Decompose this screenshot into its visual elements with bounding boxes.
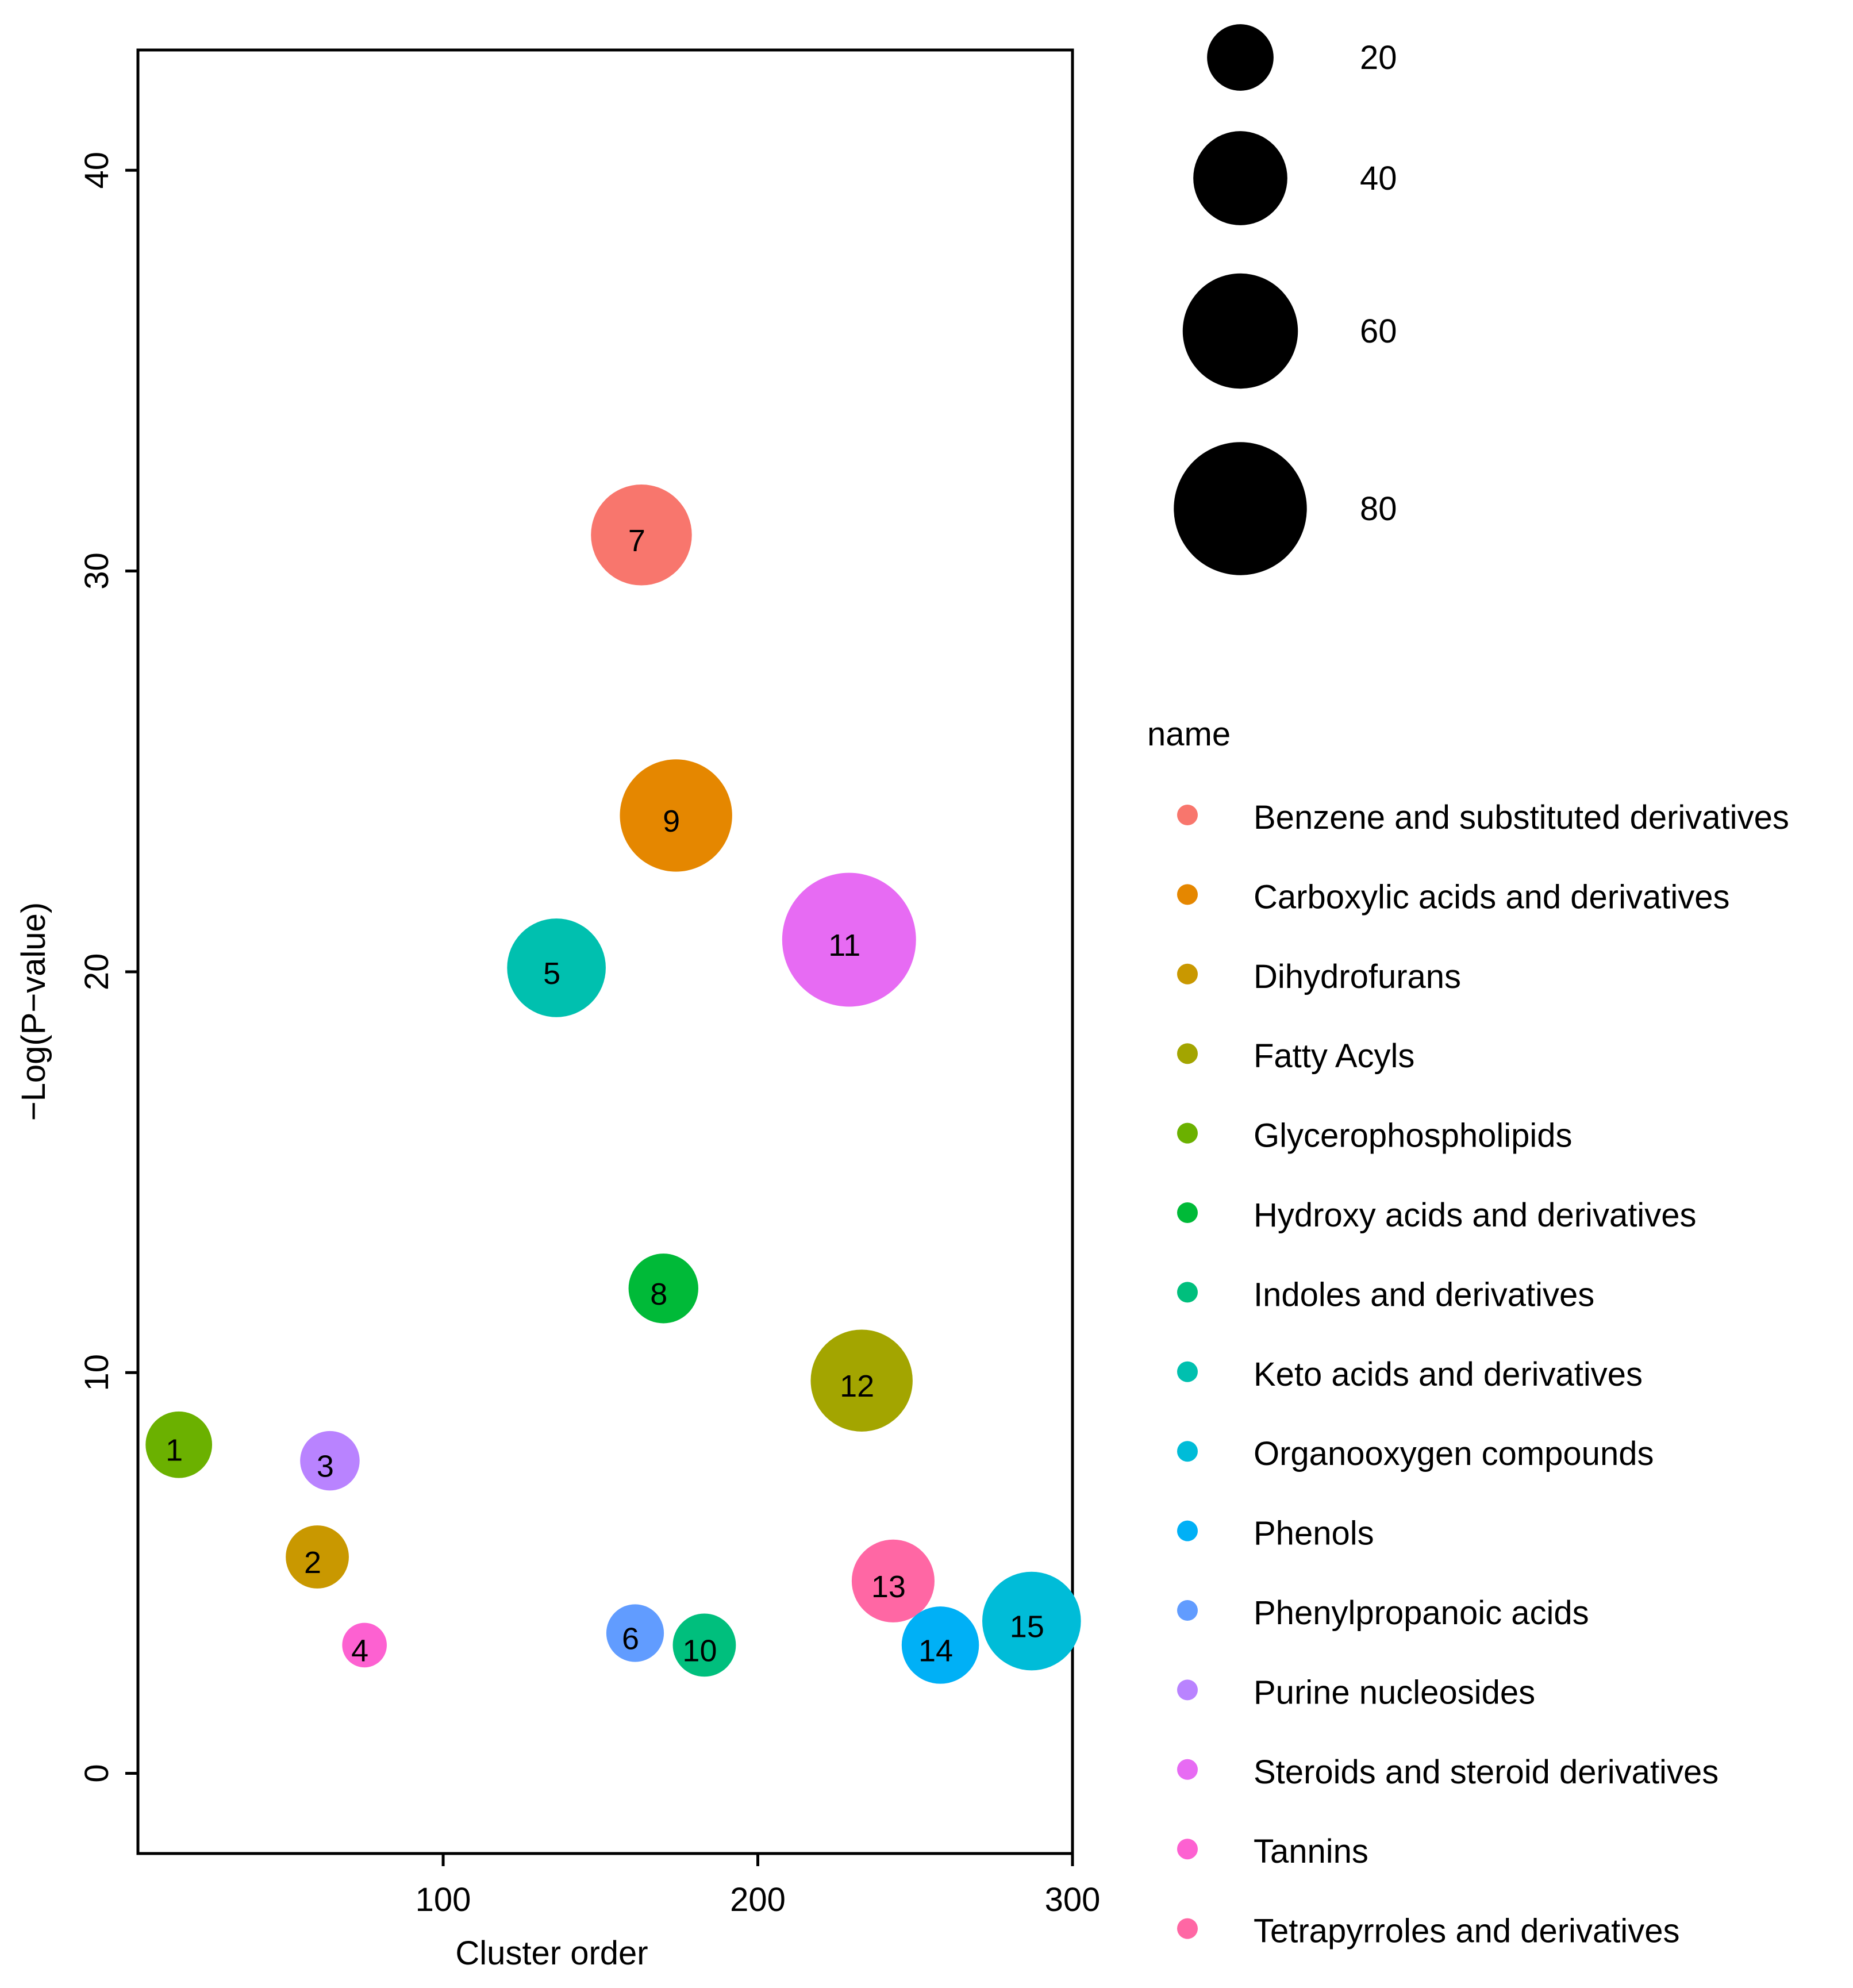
bubble-label-1: 1 [166, 1433, 183, 1468]
x-axis: 100 200 300 [416, 1854, 1101, 1918]
bubble-10 [672, 1613, 736, 1677]
color-legend-label: Steroids and steroid derivatives [1254, 1754, 1719, 1791]
y-tick-label: 40 [78, 152, 116, 189]
color-legend-key [1177, 1679, 1198, 1701]
x-tick-label: 200 [730, 1881, 786, 1918]
color-legend-key [1177, 1282, 1198, 1303]
bubble-label-10: 10 [682, 1633, 717, 1668]
bubble-6 [606, 1604, 664, 1662]
color-legend-key [1177, 884, 1198, 905]
y-tick-label: 10 [78, 1354, 116, 1391]
x-axis-title: Cluster order [455, 1935, 648, 1972]
color-legend-key [1177, 1520, 1198, 1541]
bubble-14 [901, 1606, 979, 1684]
bubble-label-5: 5 [543, 956, 560, 991]
bubble-label-6: 6 [622, 1621, 639, 1656]
color-legend-key [1177, 1759, 1198, 1780]
bubble-label-9: 9 [663, 804, 680, 839]
bubble-2 [286, 1525, 349, 1589]
plot-area [136, 48, 1074, 1855]
color-legend-label: Purine nucleosides [1254, 1674, 1535, 1711]
color-legend-label: Keto acids and derivatives [1254, 1356, 1643, 1393]
color-legend-label: Fatty Acyls [1254, 1037, 1414, 1075]
bubble-label-3: 3 [317, 1449, 334, 1484]
color-legend-key [1177, 805, 1198, 825]
bubble-13 [851, 1539, 935, 1622]
bubble-label-15: 15 [1010, 1610, 1044, 1644]
size-legend-bubble [1193, 131, 1287, 225]
bubble-9 [620, 759, 732, 872]
color-legend-label: Hydroxy acids and derivatives [1254, 1197, 1696, 1234]
color-legend-label: Phenols [1254, 1515, 1374, 1552]
color-legend-key [1177, 1600, 1198, 1621]
color-legend-label: Carboxylic acids and derivatives [1254, 878, 1729, 916]
color-legend-key [1177, 1043, 1198, 1064]
size-legend: 20 40 60 80 [1174, 24, 1397, 575]
x-tick-label: 300 [1045, 1881, 1101, 1918]
size-legend-label: 40 [1360, 160, 1397, 197]
color-legend-label: Dihydrofurans [1254, 958, 1461, 995]
color-legend-key [1177, 1202, 1198, 1223]
color-legend-key [1177, 1918, 1198, 1939]
plot-panel-border [136, 48, 1074, 1855]
size-legend-label: 20 [1360, 39, 1397, 76]
bubble-4 [342, 1622, 387, 1668]
size-legend-bubble [1207, 24, 1274, 91]
color-legend-key [1177, 1839, 1198, 1860]
color-legend-label: Indoles and derivatives [1254, 1276, 1594, 1313]
color-legend: name Benzene and substituted derivatives… [1147, 716, 1789, 1950]
color-legend-label: Tannins [1254, 1833, 1368, 1870]
bubble-label-2: 2 [304, 1545, 321, 1580]
color-legend-label: Phenylpropanoic acids [1254, 1594, 1589, 1632]
color-legend-key [1177, 1122, 1198, 1144]
bubble-8 [628, 1253, 698, 1324]
x-tick-label: 100 [416, 1881, 471, 1918]
y-tick-label: 30 [78, 552, 116, 590]
color-legend-label: Organooxygen compounds [1254, 1435, 1654, 1472]
y-axis: 0 10 20 30 40 [78, 152, 138, 1783]
y-tick-label: 0 [78, 1764, 116, 1782]
size-legend-bubble [1174, 442, 1307, 575]
bubble-12 [810, 1329, 913, 1432]
bubble-label-4: 4 [351, 1633, 368, 1668]
y-tick-label: 20 [78, 953, 116, 991]
bubble-15 [982, 1571, 1081, 1671]
bubble-11 [782, 872, 916, 1007]
size-legend-label: 60 [1360, 313, 1397, 350]
bubble-label-8: 8 [650, 1277, 667, 1312]
bubble-5 [507, 918, 606, 1017]
bubble-label-7: 7 [628, 524, 645, 558]
bubble-7 [591, 484, 692, 586]
size-legend-label: 80 [1360, 490, 1397, 528]
bubble-1 [145, 1411, 213, 1478]
bubble-label-13: 13 [871, 1570, 906, 1604]
color-legend-label: Benzene and substituted derivatives [1254, 799, 1789, 836]
color-legend-key [1177, 1361, 1198, 1382]
bubble-3 [300, 1431, 360, 1491]
color-legend-label: Glycerophospholipids [1254, 1117, 1573, 1155]
color-legend-key [1177, 1441, 1198, 1462]
size-legend-bubble [1182, 273, 1298, 389]
color-legend-title: name [1147, 716, 1231, 753]
bubble-label-12: 12 [840, 1369, 874, 1403]
bubble-label-14: 14 [918, 1633, 953, 1668]
color-legend-key [1177, 963, 1198, 985]
y-axis-title: −Log(P−value) [15, 902, 52, 1121]
bubble-label-11: 11 [828, 928, 860, 963]
color-legend-label: Tetrapyrroles and derivatives [1254, 1913, 1679, 1950]
